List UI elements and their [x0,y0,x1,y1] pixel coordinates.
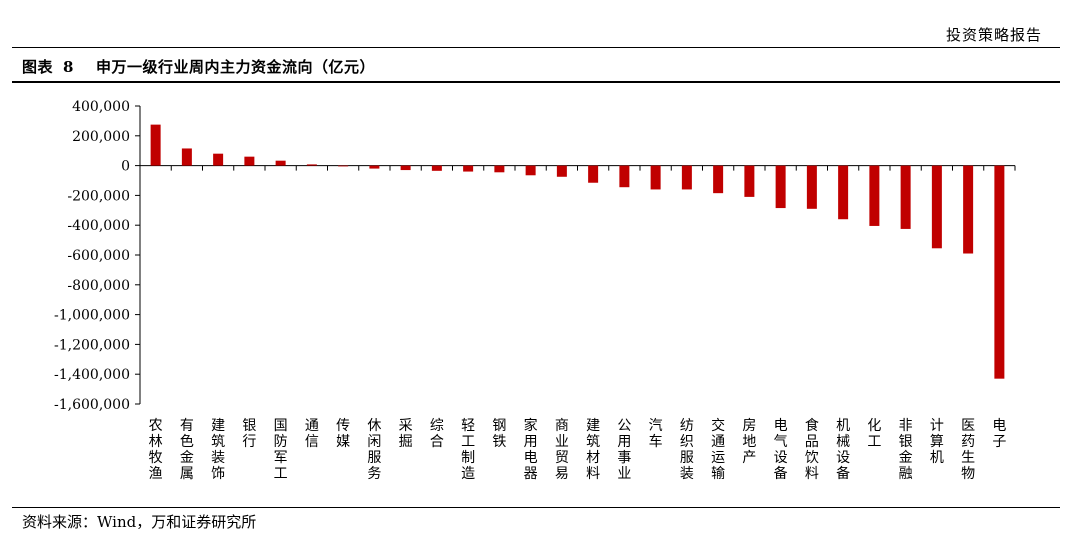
x-tick-label: 家用电器 [524,417,538,482]
x-tick-label: 汽车 [649,418,663,450]
x-tick-label: 机械设备 [836,418,850,482]
bar [963,165,974,254]
y-tick-label: 0 [121,159,130,175]
source-note: 资料来源：Wind，万和证券研究所 [22,513,257,531]
y-tick-label: -1,400,000 [54,367,130,383]
y-tick-label: -800,000 [67,278,130,294]
x-tick-label: 化工 [867,418,881,450]
x-tick-label: 通信 [305,418,319,450]
figure-title: 图表 8 申万一级行业周内主力资金流向（亿元） [22,56,375,77]
x-tick-label: 交通运输 [711,417,725,482]
x-tick-label: 纺织服装 [680,418,694,482]
x-tick-label: 综合 [430,418,444,450]
bar [994,165,1005,379]
y-tick-label: 400,000 [72,99,130,115]
bar [463,165,474,172]
bar [494,165,505,173]
x-tick-label: 食品饮料 [805,417,819,482]
x-tick-label: 轻工制造 [461,418,475,482]
x-tick-label: 国防军工 [274,418,288,482]
figure-title-text: 申万一级行业周内主力资金流向（亿元） [95,58,375,76]
bar [275,160,286,166]
bar [400,165,411,171]
y-tick-label: -400,000 [67,218,130,234]
bar [619,165,630,188]
bar [838,165,849,220]
x-tick-label: 房地产 [742,418,756,466]
x-tick-label: 电子 [992,418,1006,450]
header-rule [12,47,1060,48]
bar [744,165,755,197]
bar [775,165,786,209]
x-tick-label: 钢铁 [492,418,506,450]
x-tick-label: 医药生物 [961,418,975,482]
figure-label: 图表 [22,58,54,76]
bar [588,165,599,183]
x-tick-label: 休闲服务 [367,418,381,482]
x-tick-label: 传媒 [336,418,350,450]
bar [431,165,442,171]
x-tick-label: 采掘 [399,418,413,450]
figure-number: 8 [63,58,74,76]
bar [369,165,380,169]
bar [556,165,567,177]
y-tick-label: -600,000 [67,248,130,264]
bar [806,165,817,209]
x-tick-label: 非银金融 [899,418,913,482]
y-tick-label: -1,200,000 [54,337,130,353]
bar [213,153,224,166]
y-tick-label: -1,000,000 [54,308,130,324]
x-tick-label: 商业贸易 [555,418,569,482]
bar [338,165,349,167]
bar [681,165,692,190]
x-tick-label: 农林牧渔 [149,418,163,482]
x-tick-label: 电气设备 [774,418,788,482]
bar [181,148,192,166]
bar [650,165,661,190]
y-tick-label: -1,600,000 [54,397,130,413]
bar [525,165,536,176]
x-tick-label: 银行 [242,418,256,450]
bar [869,165,880,226]
x-tick-label: 建筑装饰 [211,418,225,482]
bar [900,165,911,229]
x-tick-label: 公用事业 [617,418,631,482]
report-type-label: 投资策略报告 [945,26,1042,44]
title-rule [12,81,1060,83]
bar [713,165,724,194]
x-tick-label: 有色金属 [180,418,194,482]
footer-rule [12,507,1060,508]
bar [306,164,317,166]
y-tick-label: 200,000 [72,129,130,145]
bar [244,156,255,166]
x-tick-label: 建筑材料 [586,418,600,482]
y-tick-label: -200,000 [67,188,130,204]
x-tick-label: 计算机 [930,418,944,466]
bar [931,165,942,249]
bar [150,124,161,166]
